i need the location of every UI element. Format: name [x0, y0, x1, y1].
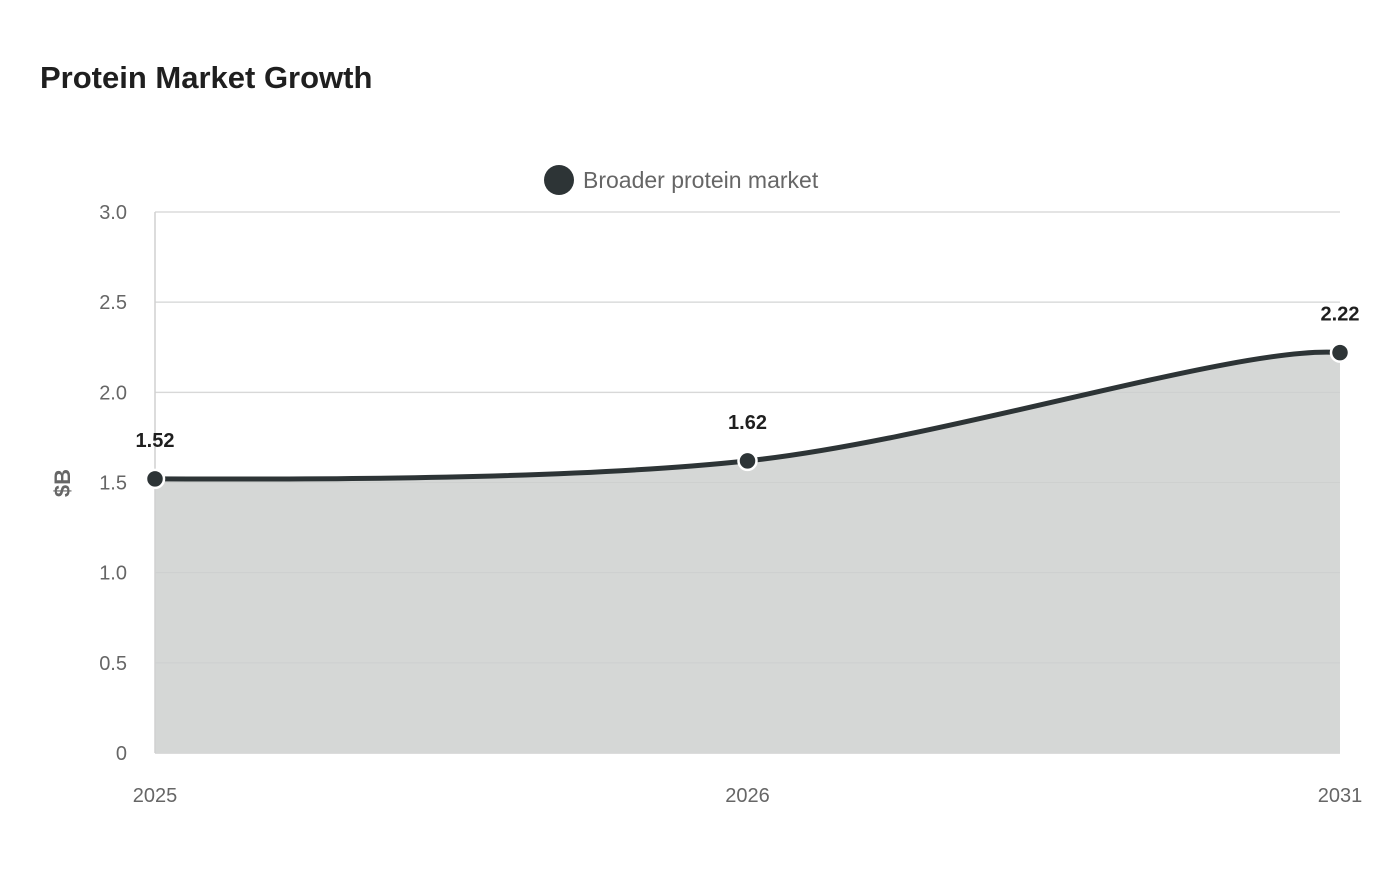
data-label: 1.62: [728, 412, 767, 434]
chart-title: Protein Market Growth: [40, 60, 373, 95]
data-label: 1.52: [136, 430, 175, 452]
data-point: [1329, 342, 1351, 363]
data-label: 2.22: [1321, 304, 1360, 326]
y-tick-label: 3.0: [99, 202, 127, 224]
y-axis-title: $B: [50, 469, 75, 497]
x-tick-label: 2025: [133, 785, 178, 807]
legend-label: Broader protein market: [583, 167, 819, 193]
data-point: [737, 450, 758, 472]
data-labels: 1.52 1.62 2.22: [136, 304, 1360, 452]
data-point: [144, 468, 166, 490]
series-area: [155, 352, 1340, 753]
x-tick-label: 2031: [1318, 785, 1363, 807]
legend: Broader protein market: [544, 165, 819, 195]
y-tick-label: 1.0: [99, 563, 127, 585]
legend-marker: [544, 165, 574, 195]
y-tick-label: 1.5: [99, 473, 127, 495]
data-points: [144, 342, 1351, 490]
area-fill-layer: [155, 211, 1340, 753]
x-tick-label: 2026: [725, 785, 770, 807]
y-tick-label: 0: [116, 743, 127, 765]
x-tick-labels: 2025 2026 2031: [133, 785, 1363, 807]
y-tick-label: 2.5: [99, 292, 127, 314]
y-tick-labels: 0 0.5 1.0 1.5 2.0 2.5 3.0: [99, 202, 127, 765]
y-tick-label: 2.0: [99, 382, 127, 404]
y-tick-label: 0.5: [99, 653, 127, 675]
